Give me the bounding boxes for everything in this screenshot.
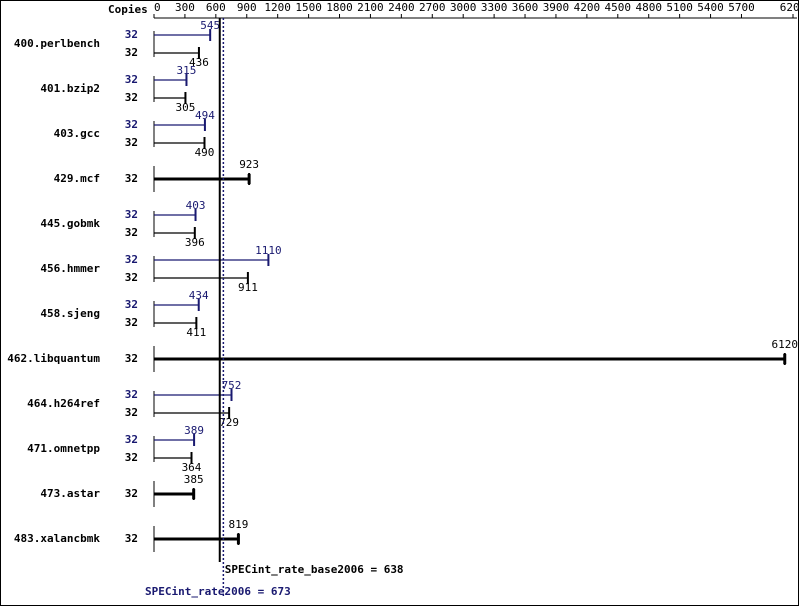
x-tick-label: 1200: [264, 1, 291, 14]
copies-label: 32: [125, 91, 138, 104]
value-label: 752: [222, 379, 242, 392]
value-label: 819: [228, 518, 248, 531]
x-tick-label: 1800: [326, 1, 353, 14]
x-tick-label: 600: [206, 1, 226, 14]
value-label: 364: [182, 461, 202, 474]
benchmark-label: 456.hmmer: [40, 262, 100, 275]
copies-label: 32: [125, 208, 138, 221]
x-tick-label: 5700: [728, 1, 755, 14]
x-tick-label: 2100: [357, 1, 384, 14]
x-tick-label: 3300: [481, 1, 508, 14]
value-label: 1110: [255, 244, 282, 257]
value-label: 6120: [772, 338, 799, 351]
copies-label: 32: [125, 46, 138, 59]
value-label: 494: [195, 109, 215, 122]
copies-label: 32: [125, 136, 138, 149]
value-label: 389: [184, 424, 204, 437]
benchmark-label: 464.h264ref: [27, 397, 100, 410]
copies-label: 32: [125, 172, 138, 185]
benchmark-label: 401.bzip2: [40, 82, 100, 95]
value-label: 729: [219, 416, 239, 429]
value-label: 923: [239, 158, 259, 171]
value-label: 490: [195, 146, 215, 159]
x-tick-label: 300: [175, 1, 195, 14]
copies-label: 32: [125, 298, 138, 311]
benchmark-label: 473.astar: [40, 487, 100, 500]
copies-label: 32: [125, 118, 138, 131]
copies-label: 32: [125, 253, 138, 266]
x-tick-label: 3600: [512, 1, 539, 14]
x-tick-label: 2700: [419, 1, 446, 14]
x-tick-label: 4200: [574, 1, 601, 14]
benchmark-label: 462.libquantum: [7, 352, 100, 365]
copies-label: 32: [125, 487, 138, 500]
reference-label: SPECint_rate_base2006 = 638: [225, 563, 404, 576]
copies-label: 32: [125, 271, 138, 284]
benchmark-label: 403.gcc: [54, 127, 100, 140]
benchmark-label: 400.perlbench: [14, 37, 100, 50]
x-tick-label: 1500: [295, 1, 322, 14]
benchmark-label: 483.xalancbmk: [14, 532, 100, 545]
x-tick-label: 3900: [543, 1, 570, 14]
copies-label: 32: [125, 406, 138, 419]
value-label: 403: [186, 199, 206, 212]
value-label: 436: [189, 56, 209, 69]
x-tick-label: 4500: [605, 1, 632, 14]
value-label: 315: [177, 64, 197, 77]
x-tick-label: 900: [237, 1, 257, 14]
copies-label: 32: [125, 532, 138, 545]
x-tick-label: 3000: [450, 1, 477, 14]
copies-label: 32: [125, 433, 138, 446]
benchmark-label: 429.mcf: [54, 172, 100, 185]
value-label: 545: [200, 19, 220, 32]
copies-header: Copies: [108, 3, 148, 16]
reference-label: SPECint_rate2006 = 673: [145, 585, 291, 598]
benchmark-label: 458.sjeng: [40, 307, 100, 320]
copies-label: 32: [125, 226, 138, 239]
copies-label: 32: [125, 451, 138, 464]
value-label: 385: [184, 473, 204, 486]
x-tick-label: 2400: [388, 1, 415, 14]
x-tick-label: 6200: [780, 1, 799, 14]
value-label: 411: [186, 326, 206, 339]
x-tick-label: 5100: [666, 1, 693, 14]
x-tick-label: 5400: [697, 1, 724, 14]
x-tick-label: 0: [154, 1, 161, 14]
value-label: 305: [175, 101, 195, 114]
value-label: 434: [189, 289, 209, 302]
copies-label: 32: [125, 316, 138, 329]
copies-label: 32: [125, 352, 138, 365]
benchmark-label: 471.omnetpp: [27, 442, 100, 455]
value-label: 911: [238, 281, 258, 294]
x-tick-label: 4800: [635, 1, 662, 14]
value-label: 396: [185, 236, 205, 249]
copies-label: 32: [125, 28, 138, 41]
benchmark-label: 445.gobmk: [40, 217, 100, 230]
copies-label: 32: [125, 388, 138, 401]
copies-label: 32: [125, 73, 138, 86]
